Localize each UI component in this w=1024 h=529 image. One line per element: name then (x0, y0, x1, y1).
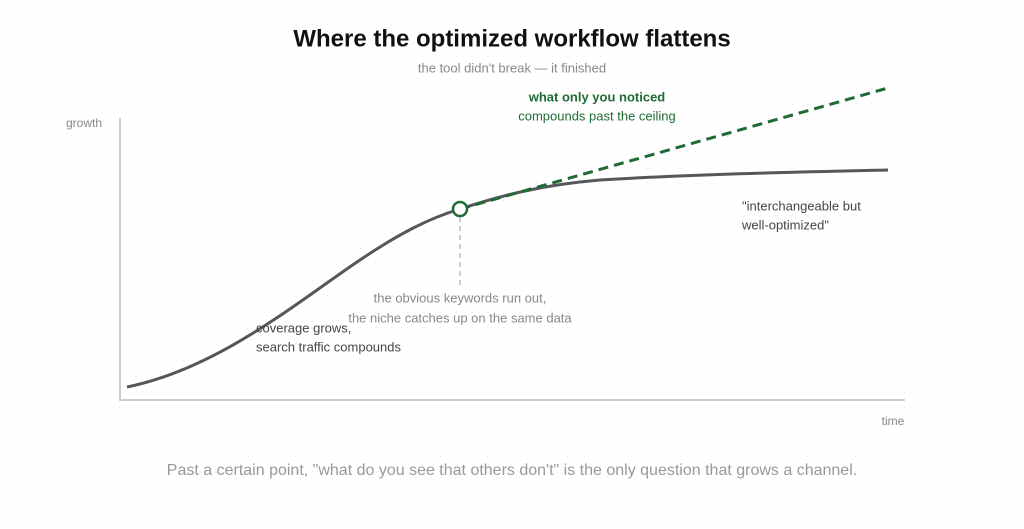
annotation: the niche catches up on the same data (348, 310, 572, 325)
subtitle: the tool didn't break — it finished (418, 60, 606, 75)
annotation: coverage grows, (256, 320, 351, 335)
annotation: well-optimized" (741, 217, 829, 232)
annotation: compounds past the ceiling (518, 108, 676, 123)
annotation: search traffic compounds (256, 339, 401, 354)
y-axis-label: growth (66, 116, 102, 130)
compounding-line (459, 86, 889, 211)
inflection-point (451, 200, 469, 218)
annotation: the obvious keywords run out, (374, 290, 547, 305)
x-axis-label: time (882, 414, 905, 428)
title: Where the optimized workflow flattens (293, 25, 730, 52)
annotation: what only you noticed (528, 89, 666, 104)
annotation: "interchangeable but (742, 198, 861, 213)
footer: Past a certain point, "what do you see t… (167, 462, 857, 479)
